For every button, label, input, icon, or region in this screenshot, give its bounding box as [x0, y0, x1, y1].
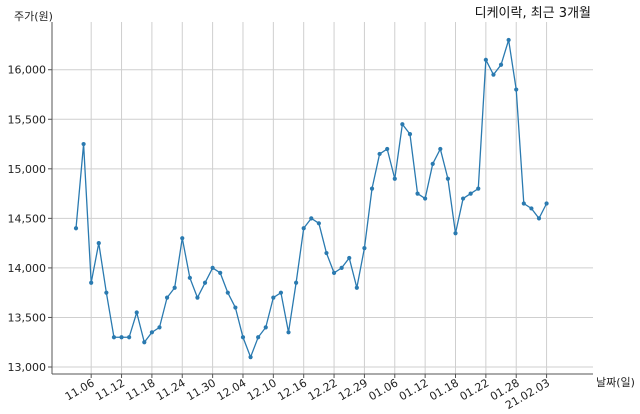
y-axis-ticks: 13,000 13,500 14,000 14,500 15,000 15,500 16,0…	[8, 64, 52, 374]
x-tick-label: 11.24	[154, 376, 188, 403]
price-point	[347, 255, 352, 261]
price-point	[119, 335, 124, 340]
y-tick-label: 13,000	[8, 361, 47, 374]
x-tick-label: 11.18	[124, 376, 158, 403]
x-tick-label: 11.12	[93, 376, 127, 403]
x-tick-label: 12.22	[306, 376, 340, 403]
price-point	[362, 245, 367, 251]
y-tick-label: 15,000	[8, 163, 47, 176]
price-point	[438, 146, 443, 152]
price-point	[149, 330, 154, 335]
x-tick-label: 01.22	[458, 376, 492, 403]
x-tick-label: 12.16	[275, 376, 309, 403]
price-point	[483, 57, 488, 62]
price-points	[73, 37, 549, 360]
price-point	[309, 216, 314, 221]
price-point	[544, 201, 549, 206]
price-point	[96, 241, 101, 246]
price-point	[536, 216, 542, 221]
price-point	[491, 72, 496, 77]
price-point	[164, 295, 170, 300]
price-point	[423, 196, 428, 201]
price-point	[127, 335, 132, 340]
price-point	[225, 290, 230, 295]
price-point	[506, 37, 511, 43]
price-point	[278, 290, 284, 295]
price-point	[476, 186, 481, 191]
price-point	[240, 335, 246, 340]
y-tick-label: 14,500	[8, 212, 47, 225]
price-point	[521, 201, 526, 206]
x-tick-label: 01.18	[427, 376, 461, 403]
x-tick-label: 01.12	[397, 376, 431, 403]
x-tick-label: 01.06	[367, 376, 401, 403]
price-point	[316, 221, 321, 226]
x-tick-label: 12.29	[336, 376, 370, 403]
x-tick-label: 12.04	[215, 376, 249, 403]
price-point	[468, 191, 473, 196]
price-point	[286, 330, 291, 335]
price-point	[111, 335, 117, 340]
price-point	[331, 270, 337, 275]
price-point	[263, 325, 268, 330]
chart-title: 디케이락, 최근 3개월	[475, 6, 591, 21]
x-axis-title: 날짜(일)	[596, 375, 635, 389]
price-point	[498, 62, 504, 67]
price-point	[81, 141, 86, 147]
price-point	[400, 122, 405, 127]
y-axis-title: 주가(원)	[14, 10, 53, 23]
price-point	[142, 340, 147, 345]
price-point	[377, 151, 382, 157]
price-point	[392, 176, 397, 181]
x-tick-label: 11.30	[184, 376, 218, 403]
y-tick-label: 15,500	[8, 113, 47, 126]
price-point	[453, 231, 458, 236]
price-point	[73, 226, 79, 231]
x-tick-label: 12.10	[245, 376, 279, 403]
price-point	[385, 146, 390, 152]
y-tick-label: 14,000	[8, 262, 47, 275]
price-point	[104, 290, 109, 295]
price-line	[75, 39, 548, 359]
price-point	[324, 250, 329, 256]
price-point	[407, 132, 413, 137]
price-point	[89, 280, 94, 285]
price-point	[339, 265, 344, 271]
price-point	[301, 226, 306, 231]
price-point	[180, 236, 185, 241]
axes	[51, 22, 593, 375]
price-point	[294, 280, 299, 285]
price-point	[445, 176, 451, 181]
x-axis-ticks: 11.0611.1211.1811.2411.3012.0412.1012.16…	[63, 374, 552, 412]
price-point	[430, 161, 435, 166]
x-tick-label: 11.06	[63, 376, 97, 403]
price-point	[218, 270, 223, 275]
price-point	[210, 265, 215, 271]
price-point	[369, 186, 375, 191]
price-point	[529, 206, 534, 211]
y-tick-label: 13,500	[8, 311, 47, 324]
price-point	[256, 335, 261, 340]
price-point	[514, 87, 519, 92]
grid-lines	[52, 22, 593, 374]
price-series	[75, 39, 548, 359]
price-point	[157, 325, 162, 330]
price-point	[172, 285, 177, 290]
price-point	[202, 280, 208, 285]
price-point	[195, 295, 200, 300]
price-point	[187, 275, 192, 280]
price-point	[354, 285, 359, 290]
price-point	[460, 196, 466, 201]
y-tick-label: 16,000	[8, 64, 47, 77]
price-point	[134, 310, 139, 315]
price-point	[415, 191, 420, 196]
price-point	[248, 354, 253, 360]
price-point	[271, 295, 276, 300]
price-point	[233, 305, 238, 310]
